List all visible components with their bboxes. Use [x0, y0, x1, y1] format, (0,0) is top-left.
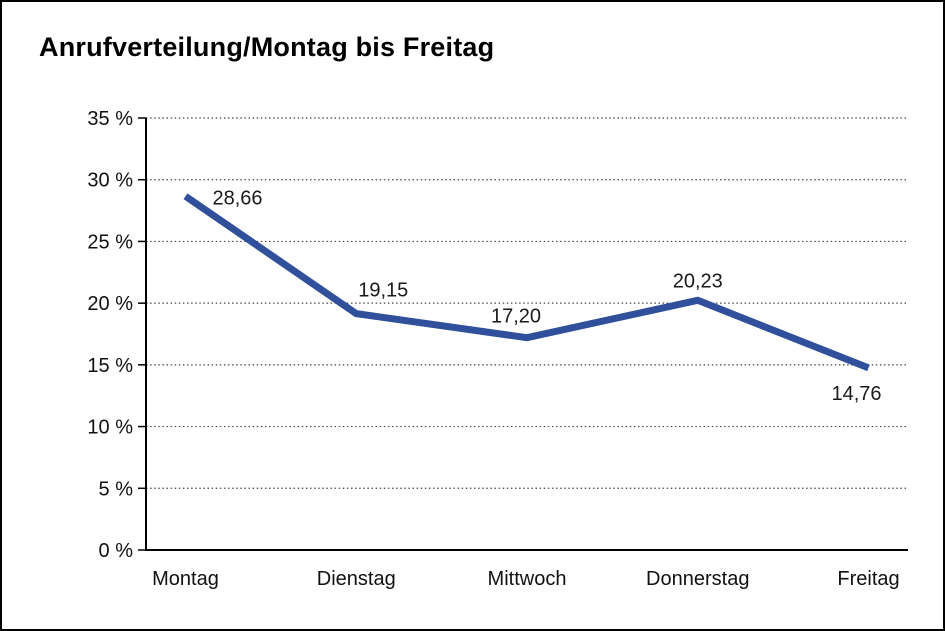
- x-category-label: Freitag: [837, 568, 899, 590]
- x-category-label: Donnerstag: [646, 568, 749, 590]
- x-category-label: Dienstag: [317, 568, 396, 590]
- y-tick-label: 15 %: [87, 355, 133, 377]
- y-tick-label: 30 %: [87, 170, 133, 192]
- data-line: [183, 193, 870, 372]
- y-tick-label: 25 %: [87, 231, 133, 253]
- data-point-label: 17,20: [491, 306, 541, 328]
- y-tick-label: 10 %: [87, 417, 133, 439]
- y-tick-label: 0 %: [99, 540, 134, 562]
- x-category-label: Montag: [152, 568, 219, 590]
- x-category-label: Mittwoch: [488, 568, 567, 590]
- y-tick-label: 20 %: [87, 293, 133, 315]
- chart-title: Anrufverteilung/Montag bis Freitag: [39, 32, 495, 62]
- y-tick-label: 35 %: [87, 108, 133, 130]
- y-tick-label: 5 %: [99, 478, 134, 500]
- data-point-label: 28,66: [213, 187, 263, 209]
- data-point-label: 14,76: [831, 383, 881, 405]
- data-point-label: 19,15: [358, 280, 408, 302]
- data-point-label: 20,23: [673, 270, 723, 292]
